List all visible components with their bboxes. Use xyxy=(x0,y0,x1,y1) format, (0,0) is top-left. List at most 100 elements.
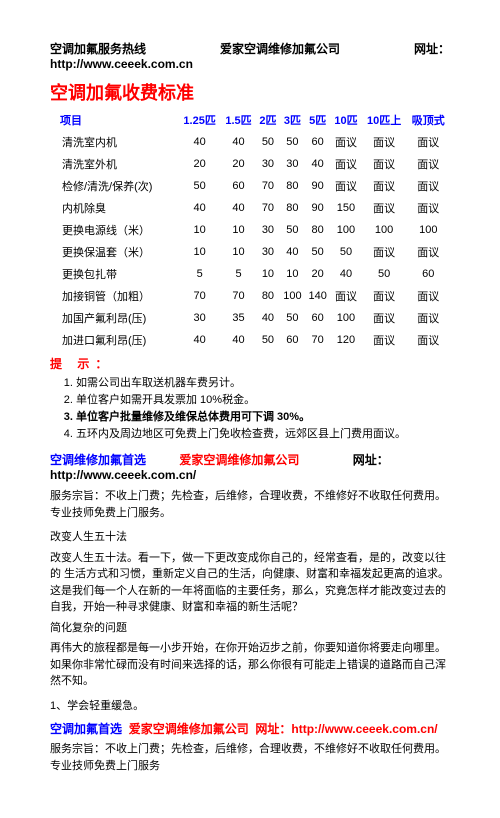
row-label: 内机除臭 xyxy=(50,197,178,219)
cell: 面议 xyxy=(330,131,361,153)
page-title: 空调加氟收费标准 xyxy=(50,79,450,105)
tip-item: 单位客户如需开具发票加 10%税金。 xyxy=(76,391,450,407)
col-header: 项目 xyxy=(50,109,178,131)
cell: 20 xyxy=(178,153,221,175)
cell: 40 xyxy=(330,263,361,285)
cell: 100 xyxy=(330,219,361,241)
row-label: 更换包扎带 xyxy=(50,263,178,285)
cell: 40 xyxy=(305,153,330,175)
footer-blue: 空调加氟首选 xyxy=(50,722,122,736)
row-label: 更换电源线（米） xyxy=(50,219,178,241)
heading-fifty: 改变人生五十法 xyxy=(50,529,450,546)
cell: 70 xyxy=(305,329,330,351)
promo-url: http://www.ceeek.com.cn/ xyxy=(50,468,450,482)
table-row: 清洗室内机4040505060面议面议面议 xyxy=(50,131,450,153)
cell: 5 xyxy=(221,263,256,285)
service-tenet: 服务宗旨：不收上门费；先检查，后维修，合理收费，不维修好不收取任何费用。专业技师… xyxy=(50,488,450,521)
price-table: 项目1.25匹1.5匹2匹3匹5匹10匹10匹上吸顶式 清洗室内机4040505… xyxy=(50,109,450,351)
cell: 90 xyxy=(305,197,330,219)
col-header: 2匹 xyxy=(256,109,280,131)
col-header: 吸顶式 xyxy=(407,109,450,131)
cell: 30 xyxy=(256,153,280,175)
cell: 30 xyxy=(256,241,280,263)
row-label: 加接铜管（加粗） xyxy=(50,285,178,307)
cell: 10 xyxy=(221,219,256,241)
para-simplify: 简化复杂的问题 xyxy=(50,620,450,637)
table-row: 内机除臭4040708090150面议面议 xyxy=(50,197,450,219)
promo-red: 爱家空调维修加氟公司 xyxy=(179,453,299,467)
cell: 10 xyxy=(178,241,221,263)
cell: 60 xyxy=(305,307,330,329)
cell: 80 xyxy=(280,175,305,197)
cell: 40 xyxy=(178,131,221,153)
cell: 50 xyxy=(330,241,361,263)
cell: 70 xyxy=(256,175,280,197)
cell: 面议 xyxy=(362,285,407,307)
cell: 30 xyxy=(178,307,221,329)
cell: 面议 xyxy=(407,175,450,197)
para-priority: 1、学会轻重缓急。 xyxy=(50,698,450,715)
page-header: 空调加氟服务热线 爱家空调维修加氟公司 网址： xyxy=(50,40,450,57)
cell: 100 xyxy=(280,285,305,307)
cell: 140 xyxy=(305,285,330,307)
table-row: 更换包扎带55101020405060 xyxy=(50,263,450,285)
table-row: 加进口氟利昂(压)4040506070120面议面议 xyxy=(50,329,450,351)
cell: 10 xyxy=(221,241,256,263)
tips-list: 如需公司出车取送机器车费另计。单位客户如需开具发票加 10%税金。单位客户批量维… xyxy=(50,374,450,441)
col-header: 3匹 xyxy=(280,109,305,131)
header-center: 爱家空调维修加氟公司 xyxy=(220,40,340,57)
cell: 面议 xyxy=(362,329,407,351)
cell: 50 xyxy=(280,219,305,241)
cell: 面议 xyxy=(407,241,450,263)
cell: 20 xyxy=(305,263,330,285)
row-label: 清洗室外机 xyxy=(50,153,178,175)
cell: 120 xyxy=(330,329,361,351)
promo-blue: 空调维修加氟首选 xyxy=(50,453,146,467)
cell: 50 xyxy=(280,131,305,153)
cell: 30 xyxy=(256,219,280,241)
cell: 面议 xyxy=(362,131,407,153)
cell: 70 xyxy=(178,285,221,307)
cell: 10 xyxy=(256,263,280,285)
cell: 50 xyxy=(280,307,305,329)
cell: 面议 xyxy=(407,197,450,219)
cell: 面议 xyxy=(407,285,450,307)
cell: 面议 xyxy=(362,307,407,329)
cell: 40 xyxy=(178,329,221,351)
cell: 面议 xyxy=(362,197,407,219)
tips-title: 提 示： xyxy=(50,355,450,372)
tip-item: 单位客户批量维修及维保总体费用可下调 30%。 xyxy=(76,408,450,424)
header-url: http://www.ceeek.com.cn xyxy=(50,57,450,71)
col-header: 1.25匹 xyxy=(178,109,221,131)
cell: 面议 xyxy=(362,241,407,263)
cell: 面议 xyxy=(362,153,407,175)
cell: 90 xyxy=(305,175,330,197)
cell: 40 xyxy=(280,241,305,263)
header-right: 网址： xyxy=(414,40,450,57)
col-header: 5匹 xyxy=(305,109,330,131)
table-row: 加接铜管（加粗）707080100140面议面议面议 xyxy=(50,285,450,307)
cell: 面议 xyxy=(330,153,361,175)
cell: 40 xyxy=(221,131,256,153)
table-row: 更换电源线（米）1010305080100100100 xyxy=(50,219,450,241)
row-label: 检修/清洗/保养(次) xyxy=(50,175,178,197)
promo-line: 空调维修加氟首选 爱家空调维修加氟公司 网址： xyxy=(50,451,450,468)
cell: 35 xyxy=(221,307,256,329)
cell: 40 xyxy=(256,307,280,329)
cell: 40 xyxy=(221,197,256,219)
cell: 70 xyxy=(256,197,280,219)
col-header: 10匹上 xyxy=(362,109,407,131)
cell: 60 xyxy=(221,175,256,197)
cell: 面议 xyxy=(362,175,407,197)
footer-para: 服务宗旨：不收上门费；先检查，后维修，合理收费，不维修好不收取任何费用。专业技师… xyxy=(50,741,450,774)
cell: 40 xyxy=(178,197,221,219)
cell: 100 xyxy=(362,219,407,241)
cell: 20 xyxy=(221,153,256,175)
cell: 50 xyxy=(362,263,407,285)
cell: 面议 xyxy=(407,307,450,329)
table-row: 清洗室外机2020303040面议面议面议 xyxy=(50,153,450,175)
promo-tail: 网址： xyxy=(353,453,389,467)
footer-line: 空调加氟首选 爱家空调维修加氟公司 网址：http://www.ceeek.co… xyxy=(50,720,450,737)
cell: 50 xyxy=(305,241,330,263)
tip-item: 如需公司出车取送机器车费另计。 xyxy=(76,374,450,390)
